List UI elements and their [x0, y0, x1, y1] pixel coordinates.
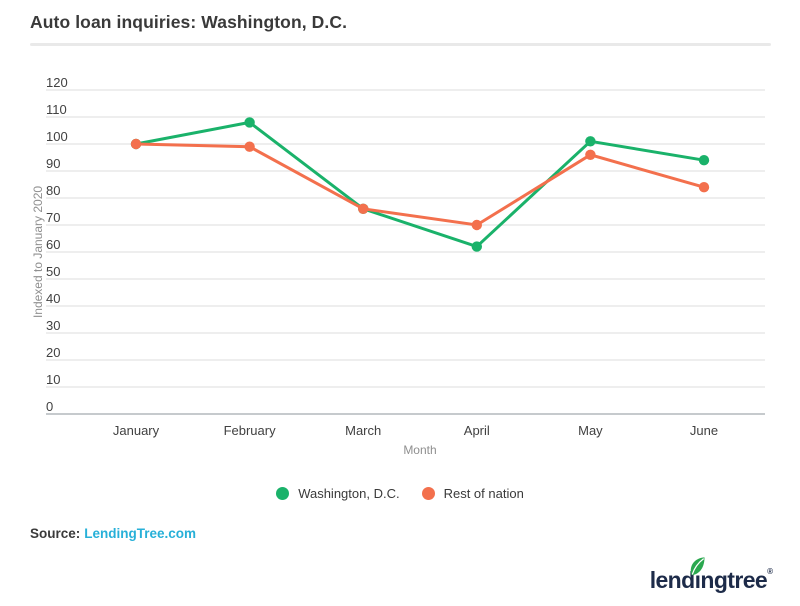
legend-dot	[421, 487, 435, 500]
legend-label: Washington, D.C.	[298, 486, 400, 501]
chart-title: Auto loan inquiries: Washington, D.C.	[30, 12, 348, 32]
line-chart: 0 10 20 30 40 50 60 70 80 90 100 110 120 January Febru…	[31, 75, 765, 457]
y-tick-label: 20	[46, 345, 60, 360]
logo-text-i: ı	[694, 567, 701, 593]
logo-text-prefix: lend	[649, 567, 695, 593]
y-tick-label: 90	[46, 156, 60, 171]
y-axis-title: Indexed to January 2020	[31, 186, 45, 318]
y-tick-label: 50	[46, 264, 60, 279]
logo-word: lend ıngtree®	[649, 557, 773, 593]
y-tick-label: 10	[46, 372, 60, 387]
data-point	[244, 141, 255, 152]
y-tick-label: 70	[46, 210, 60, 225]
source-link[interactable]: LendingTree.com	[84, 526, 197, 541]
x-tick-label: May	[578, 423, 603, 438]
source-line: Source: LendingTree.com	[30, 526, 196, 541]
source-label: Source:	[30, 526, 81, 541]
x-tick-label: February	[224, 423, 277, 438]
y-tick-label: 30	[46, 318, 60, 333]
data-point	[244, 117, 255, 128]
x-tick-label: April	[464, 423, 490, 438]
x-axis-title: Month	[403, 443, 436, 457]
lendingtree-logo: lend ıngtree®	[650, 548, 773, 593]
data-point	[471, 219, 482, 231]
y-tick-label: 60	[46, 237, 60, 252]
title-divider	[30, 43, 771, 46]
y-tick-label: 40	[46, 291, 60, 306]
y-tick-label: 80	[46, 183, 60, 198]
legend-item: Rest of nation	[421, 486, 524, 501]
series-line	[135, 142, 705, 227]
data-point	[358, 203, 369, 214]
logo-leaf-anchor: ı	[691, 557, 706, 593]
y-tick-label: 110	[46, 102, 67, 117]
legend-label: Rest of nation	[443, 486, 524, 501]
chart-legend: Washington, D.C. Rest of nation	[0, 486, 800, 501]
x-tick-label: June	[690, 423, 718, 438]
legend-item: Washington, D.C.	[276, 486, 400, 501]
data-point	[698, 155, 710, 166]
data-point	[130, 138, 142, 150]
series-line	[135, 120, 705, 249]
x-tick-label: January	[113, 423, 160, 438]
y-tick-label: 100	[46, 129, 68, 144]
legend-dot	[276, 487, 290, 500]
leaf-icon	[691, 557, 706, 576]
data-point	[585, 149, 596, 160]
y-tick-label: 0	[46, 399, 53, 414]
data-point	[698, 182, 710, 193]
y-tick-label: 120	[46, 75, 68, 90]
x-tick-label: March	[345, 423, 381, 438]
logo-registered: ®	[767, 567, 773, 576]
data-point	[471, 241, 482, 252]
logo-text-suffix: ngtree	[700, 567, 768, 593]
data-point	[585, 136, 596, 147]
